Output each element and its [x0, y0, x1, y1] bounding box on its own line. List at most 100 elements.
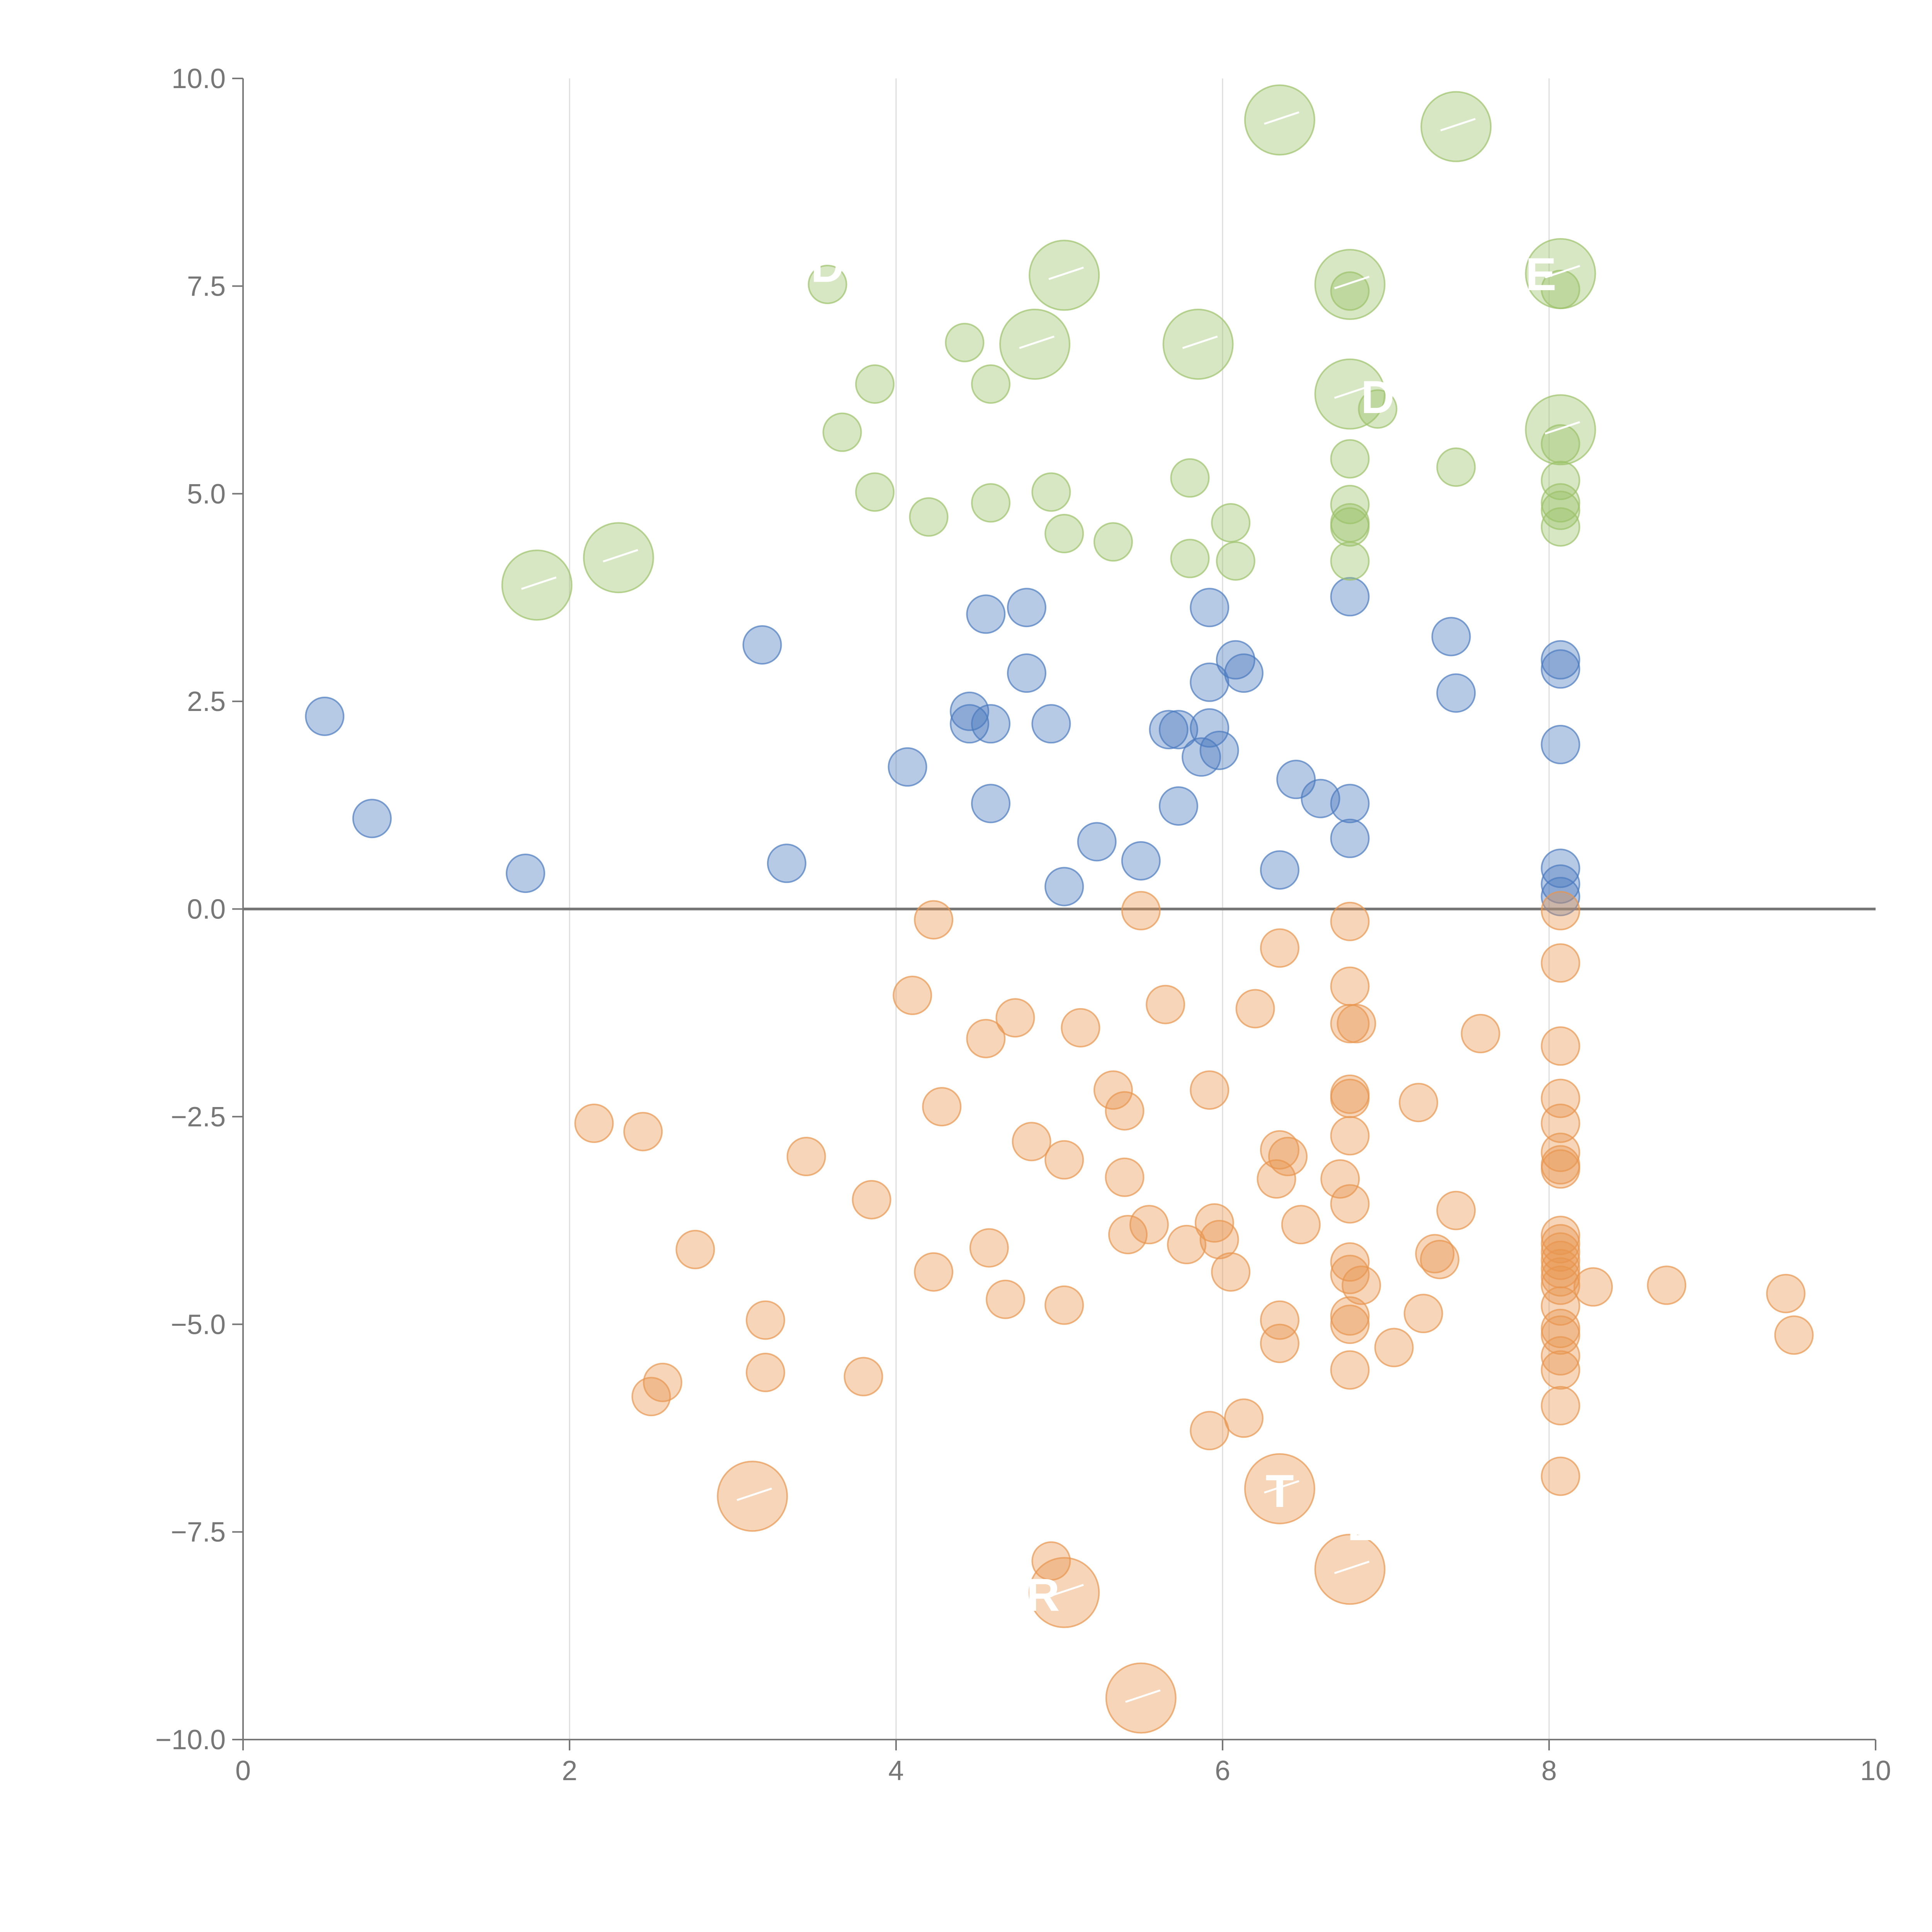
data-point-blue [305, 696, 345, 736]
x-tick-label: 6 [1215, 1755, 1230, 1786]
data-point-green [1093, 522, 1133, 562]
large-data-point [1029, 1557, 1100, 1628]
data-point-orange [914, 900, 954, 940]
annotation-label: D [1361, 371, 1395, 423]
data-point-green [1330, 439, 1370, 479]
data-point-green [971, 364, 1011, 404]
data-point-orange [574, 1104, 614, 1143]
data-point-orange [1541, 1350, 1580, 1390]
data-point-orange [1224, 1398, 1264, 1438]
large-data-point [501, 549, 573, 621]
data-point-blue [1158, 786, 1198, 826]
x-tick-label: 2 [562, 1755, 577, 1786]
data-point-green [1541, 490, 1580, 530]
data-point-orange [1541, 1078, 1580, 1118]
data-point-orange [1105, 1091, 1145, 1131]
data-point-orange [1403, 1294, 1443, 1333]
data-point-orange [1541, 1336, 1580, 1376]
label-leader-line [1019, 335, 1054, 349]
data-point-green [1330, 507, 1370, 547]
large-data-point [717, 1461, 788, 1532]
data-point-orange [969, 1228, 1009, 1268]
data-point-green [1541, 269, 1580, 309]
data-point-blue [1224, 653, 1264, 693]
y-tick-label: 7.5 [187, 271, 226, 302]
data-point-green [855, 364, 895, 404]
data-point-orange [746, 1352, 785, 1392]
large-data-point [1244, 1453, 1315, 1524]
data-point-blue [1158, 710, 1198, 750]
data-point-orange [1415, 1234, 1455, 1274]
label-leader-line [1048, 1584, 1084, 1597]
data-point-green [1170, 458, 1210, 498]
data-point-green [1330, 541, 1370, 581]
label-leader-line [736, 1487, 772, 1501]
data-point-orange [1573, 1267, 1613, 1307]
data-point-orange [1031, 1541, 1071, 1581]
data-point-orange [1541, 1315, 1580, 1355]
label-leader-line [1334, 276, 1370, 289]
data-point-orange [1260, 1323, 1299, 1363]
data-point-orange [844, 1357, 883, 1396]
annotation-label: D [811, 240, 844, 292]
data-point-blue [1541, 877, 1580, 917]
data-point-orange [1257, 1159, 1296, 1199]
data-point-blue [1436, 673, 1476, 713]
data-point-blue [1301, 779, 1340, 818]
data-point-green [909, 497, 949, 537]
x-tick-label: 10 [1860, 1755, 1891, 1786]
annotation-label: L [1347, 1498, 1375, 1550]
data-point-orange [1436, 1190, 1476, 1230]
axes-layer: 0 2 4 6 8 10 10.0 7.5 5.0 2.5 0.0 −2.5 −5.0 −7.5 −10.0 [155, 63, 1891, 1786]
data-point-orange [1330, 1116, 1370, 1156]
data-point-orange [1541, 1133, 1580, 1172]
data-point-blue [1190, 708, 1230, 748]
data-point-blue [742, 625, 782, 665]
data-point-orange [1129, 1205, 1169, 1245]
data-point-orange [1061, 1008, 1100, 1048]
data-point-blue [1031, 704, 1071, 744]
data-point-orange [1541, 1286, 1580, 1326]
data-point-orange [1541, 1240, 1580, 1280]
points-layer [305, 84, 1814, 1734]
data-point-green [1330, 271, 1370, 311]
data-point-orange [1260, 928, 1299, 968]
data-point-orange [1330, 1255, 1370, 1294]
large-data-point [1029, 240, 1100, 311]
annotation-label: E [1526, 248, 1556, 300]
y-tick-label: 0.0 [187, 894, 226, 925]
label-leader-line [521, 576, 557, 590]
data-point-blue [1044, 867, 1084, 906]
data-point-blue [1541, 849, 1580, 888]
data-point-blue [971, 784, 1011, 823]
data-point-green [1044, 514, 1084, 553]
label-leader-line [1048, 267, 1084, 280]
label-leader-line [1264, 111, 1299, 125]
data-point-orange [1190, 1411, 1230, 1451]
data-point-blue [1330, 577, 1370, 617]
data-point-green [1358, 389, 1398, 429]
data-point-orange [1541, 891, 1580, 930]
data-point-orange [1093, 1070, 1133, 1110]
large-data-point [583, 522, 654, 594]
label-leader-line [1544, 265, 1580, 279]
data-point-blue [1216, 640, 1255, 680]
large-data-point [1314, 358, 1386, 430]
data-point-green [971, 483, 1011, 523]
label-leader-line [1182, 335, 1218, 349]
data-point-orange [1330, 1350, 1370, 1390]
data-point-orange [893, 976, 932, 1015]
data-point-green [1436, 447, 1476, 487]
data-point-orange [1541, 1232, 1580, 1272]
data-point-orange [1320, 1159, 1360, 1199]
data-point-orange [643, 1362, 682, 1402]
data-point-orange [1461, 1014, 1500, 1053]
data-point-orange [1647, 1265, 1687, 1305]
data-point-blue [1541, 649, 1580, 689]
data-point-blue [1541, 640, 1580, 680]
data-point-blue [971, 704, 1011, 744]
data-point-orange [1121, 891, 1161, 930]
data-point-green [1170, 539, 1210, 578]
data-point-orange [1374, 1328, 1414, 1367]
data-point-orange [1194, 1203, 1234, 1243]
